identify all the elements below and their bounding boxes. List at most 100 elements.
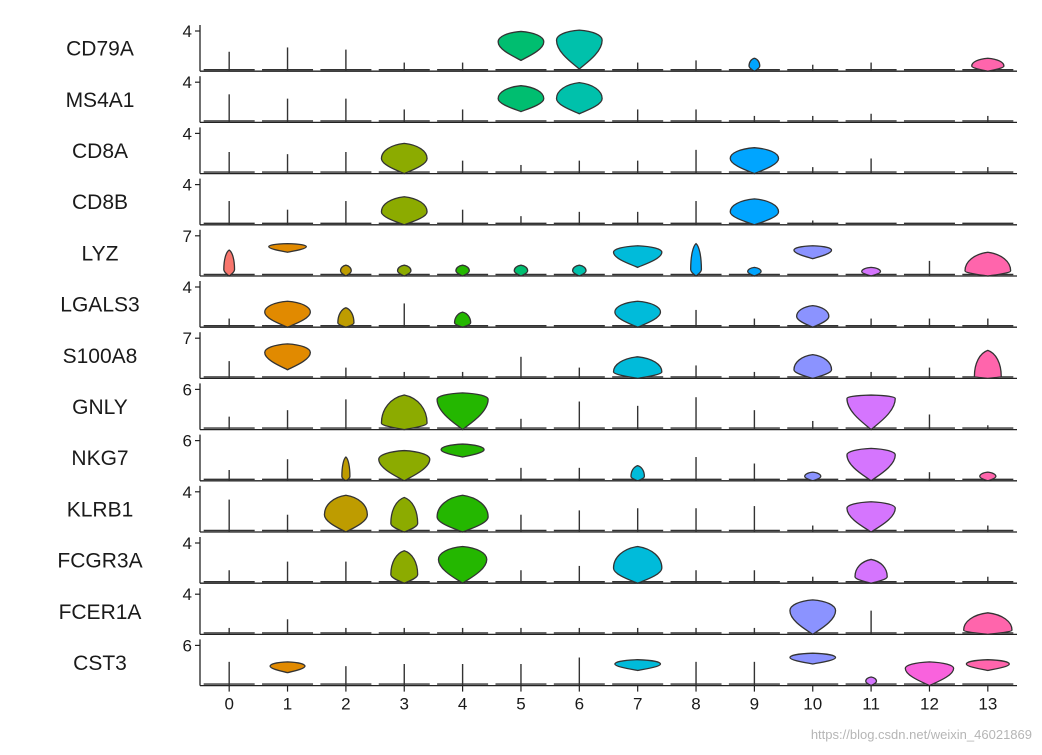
violin-cluster-6 xyxy=(555,29,603,70)
x-tick-label: 4 xyxy=(458,695,467,714)
violin-cluster-10 xyxy=(795,304,830,328)
x-tick-label: 9 xyxy=(750,695,759,714)
gene-label: FCER1A xyxy=(59,601,142,624)
violin-cluster-9 xyxy=(747,266,762,277)
violin-cluster-11 xyxy=(846,447,896,482)
x-tick-label: 0 xyxy=(224,695,233,714)
violin-cluster-6 xyxy=(555,82,603,115)
violin-cluster-3 xyxy=(390,550,419,584)
panel-nkg7: 6 NKG7 xyxy=(71,432,1017,482)
violin-cluster-4 xyxy=(453,311,472,328)
panel-cd79a: 4 CD79A xyxy=(66,22,1017,73)
violin-cluster-2 xyxy=(337,307,355,328)
panel-gnly: 6 GNLY xyxy=(72,380,1017,431)
violin-cluster-5 xyxy=(513,264,529,277)
panel-s100a8: 7 S100A8 xyxy=(63,329,1017,380)
violin-cluster-10 xyxy=(789,652,837,665)
gene-label: LGALS3 xyxy=(60,294,139,317)
violin-cluster-1 xyxy=(269,661,306,674)
violin-cluster-13 xyxy=(973,349,1002,380)
gene-label: CST3 xyxy=(73,652,127,675)
y-tick-label: 6 xyxy=(183,380,192,399)
violin-cluster-5 xyxy=(497,30,545,62)
violin-cluster-13 xyxy=(965,659,1010,672)
x-tick-label: 3 xyxy=(400,695,409,714)
violin-cluster-3 xyxy=(380,394,428,431)
x-tick-label: 6 xyxy=(575,695,584,714)
violin-cluster-9 xyxy=(729,147,780,175)
violin-cluster-4 xyxy=(436,392,489,431)
x-tick-label: 7 xyxy=(633,695,642,714)
panel-fcer1a: 4 FCER1A xyxy=(59,585,1017,636)
gene-label: FCGR3A xyxy=(57,550,142,573)
watermark-text: https://blog.csdn.net/weixin_46021869 xyxy=(810,727,1032,742)
x-tick-label: 10 xyxy=(803,695,822,714)
violin-cluster-11 xyxy=(846,394,896,431)
gene-label: KLRB1 xyxy=(67,498,134,521)
violin-cluster-0 xyxy=(223,249,236,277)
violin-cluster-2 xyxy=(341,456,351,482)
violin-cluster-10 xyxy=(793,245,833,260)
y-tick-label: 6 xyxy=(183,636,192,655)
violin-cluster-4 xyxy=(436,494,489,533)
x-tick-label: 13 xyxy=(978,695,997,714)
panel-lyz: 7 LYZ xyxy=(82,227,1017,277)
y-tick-label: 4 xyxy=(183,176,192,195)
violin-cluster-3 xyxy=(378,449,431,482)
gene-label: CD8B xyxy=(72,191,128,214)
violin-cluster-10 xyxy=(789,599,837,636)
violin-cluster-12 xyxy=(904,661,955,687)
violin-cluster-13 xyxy=(979,471,997,482)
gene-label: LYZ xyxy=(82,242,119,265)
x-tick-label: 2 xyxy=(341,695,350,714)
violin-cluster-9 xyxy=(748,57,761,73)
y-tick-label: 4 xyxy=(183,22,192,41)
violin-cluster-11 xyxy=(854,558,888,584)
violin-cluster-7 xyxy=(612,356,663,380)
panel-ms4a1: 4 MS4A1 xyxy=(66,73,1017,124)
violin-cluster-4 xyxy=(440,443,485,458)
gene-label: GNLY xyxy=(72,396,128,419)
y-tick-label: 4 xyxy=(183,124,192,143)
x-tick-label: 8 xyxy=(691,695,700,714)
violin-cluster-13 xyxy=(964,251,1012,277)
panel-cst3: 6 CST3 xyxy=(73,636,1017,687)
x-tick-label: 5 xyxy=(516,695,525,714)
x-tick-label: 12 xyxy=(920,695,939,714)
violin-cluster-7 xyxy=(614,659,662,672)
violin-cluster-9 xyxy=(729,198,780,226)
violin-cluster-6 xyxy=(571,264,587,277)
violin-cluster-11 xyxy=(846,501,896,533)
violin-cluster-2 xyxy=(323,494,369,533)
violin-cluster-7 xyxy=(630,465,646,482)
violin-cluster-3 xyxy=(396,264,412,277)
y-tick-label: 4 xyxy=(183,483,192,502)
y-tick-label: 4 xyxy=(183,278,192,297)
x-tick-label: 11 xyxy=(862,695,880,714)
violin-cluster-13 xyxy=(971,57,1005,72)
violin-cluster-7 xyxy=(612,545,663,584)
gene-label: MS4A1 xyxy=(66,89,135,112)
panel-klrb1: 4 KLRB1 xyxy=(67,483,1017,533)
y-tick-label: 4 xyxy=(183,534,192,553)
violin-cluster-5 xyxy=(497,85,545,113)
violin-cluster-1 xyxy=(264,343,312,371)
panel-cd8a: 4 CD8A xyxy=(72,124,1017,175)
violin-cluster-13 xyxy=(963,612,1013,636)
panel-fcgr3a: 4 FCGR3A xyxy=(57,534,1017,585)
violin-cluster-7 xyxy=(612,245,663,269)
y-tick-label: 7 xyxy=(183,329,192,348)
panel-lgals3: 4 LGALS3 xyxy=(60,278,1017,328)
y-tick-label: 7 xyxy=(183,227,192,246)
x-tick-label: 1 xyxy=(283,695,292,714)
violin-cluster-10 xyxy=(793,353,833,380)
violin-cluster-10 xyxy=(804,471,822,482)
gene-label: NKG7 xyxy=(71,447,128,470)
gene-label: S100A8 xyxy=(63,345,138,368)
gene-label: CD8A xyxy=(72,140,128,163)
violin-cluster-4 xyxy=(437,545,488,585)
y-tick-label: 4 xyxy=(183,585,192,604)
violin-cluster-11 xyxy=(861,266,882,277)
